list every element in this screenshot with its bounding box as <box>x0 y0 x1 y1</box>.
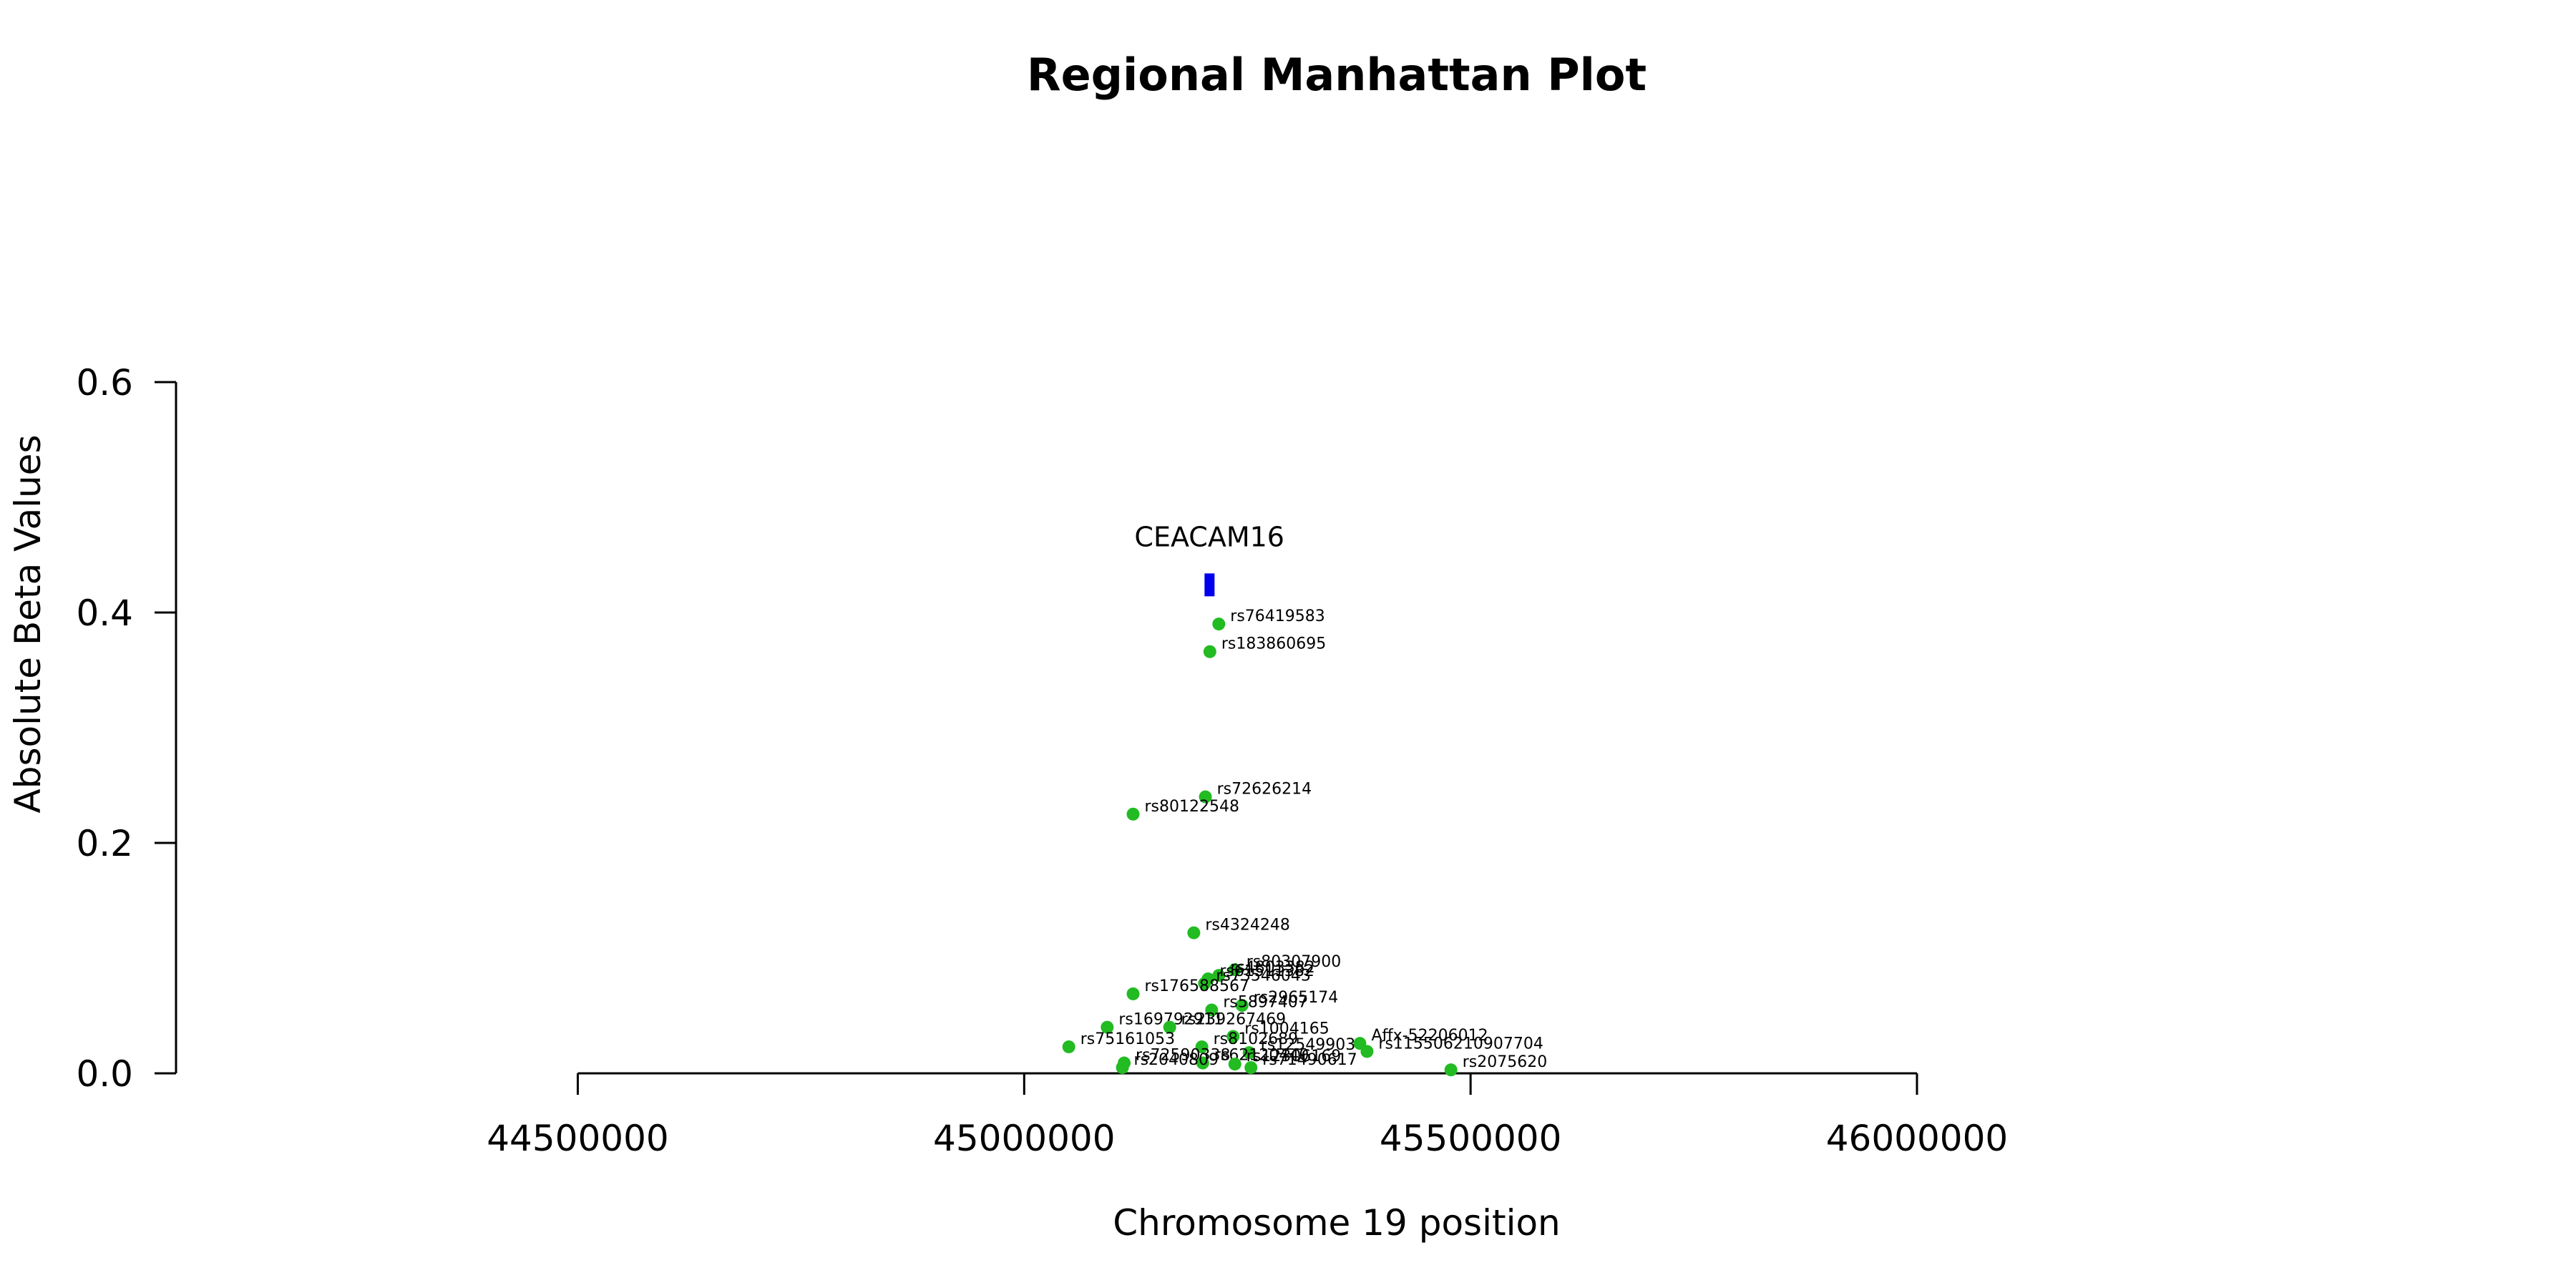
snp-label: rs8102689 <box>1214 1030 1299 1048</box>
x-tick-label: 44500000 <box>487 1118 669 1159</box>
snp-label: rs2040809 <box>1134 1051 1219 1069</box>
snp-point <box>1196 1056 1209 1070</box>
snp-label: rs239267469 <box>1181 1011 1286 1029</box>
snp-label: rs61511382 <box>1219 962 1314 980</box>
snp-label: rs5897407 <box>1223 993 1308 1011</box>
gene-track: CEACAM16 <box>1134 521 1284 597</box>
snp-point <box>1226 1030 1240 1043</box>
snp-point <box>1212 618 1226 631</box>
snp-label: rs73546043 <box>1216 967 1310 985</box>
y-tick-label: 0.6 <box>76 362 133 404</box>
snp-label: rs12549903 <box>1261 1036 1355 1054</box>
snp-label: rs80307900 <box>1246 953 1341 971</box>
snp-point <box>1198 977 1211 990</box>
snp-point <box>1126 807 1140 821</box>
snp-label: rs72626214 <box>1217 781 1312 799</box>
snp-point <box>1195 1040 1209 1053</box>
snp-point <box>1116 1060 1129 1074</box>
snp-label: rs176588567 <box>1145 977 1249 995</box>
y-tick-label: 0.0 <box>76 1053 133 1095</box>
snp-point <box>1228 963 1241 977</box>
snp-label: rs4803382 <box>1230 959 1315 977</box>
snp-label: rs2965174 <box>1254 989 1339 1007</box>
x-tick-label: 45500000 <box>1380 1118 1562 1159</box>
snp-point <box>1228 1058 1241 1071</box>
snp-point <box>1235 999 1249 1013</box>
gene-label: CEACAM16 <box>1134 521 1284 552</box>
snp-point <box>1444 1063 1458 1077</box>
snp-label: rs71490617 <box>1262 1051 1357 1069</box>
snp-point <box>1244 1060 1258 1074</box>
snp-point <box>1126 987 1140 1000</box>
snp-label: rs2075620 <box>1463 1053 1548 1071</box>
snp-point <box>1203 645 1216 658</box>
y-tick-label: 0.4 <box>76 592 133 634</box>
chart-title: Regional Manhattan Plot <box>1027 49 1646 101</box>
snp-label: rs1004165 <box>1244 1020 1330 1038</box>
y-axis: 0.0 0.2 0.4 0.6 <box>76 362 177 1095</box>
snp-point <box>1242 1046 1256 1060</box>
snp-label: rs4324248 <box>1205 917 1290 935</box>
snp-point <box>1062 1040 1075 1053</box>
snp-label: rs80122548 <box>1145 798 1239 816</box>
snp-label: rs75161053 <box>1080 1030 1175 1048</box>
snp-point <box>1205 1003 1219 1017</box>
snp-label: Affx-52206012 <box>1371 1027 1488 1045</box>
gene-bar <box>1204 573 1215 597</box>
y-axis-label: Absolute Beta Values <box>7 435 49 814</box>
snp-label: rs72590338 <box>1136 1047 1230 1065</box>
y-tick-label: 0.2 <box>76 823 133 864</box>
x-tick-label: 46000000 <box>1826 1118 2009 1159</box>
snp-label: rs183860695 <box>1221 635 1326 653</box>
snp-point <box>1199 790 1212 804</box>
snp-label: rs76419583 <box>1230 608 1324 625</box>
snp-point <box>1360 1045 1374 1058</box>
snp-label: rs115506210907704 <box>1378 1035 1543 1053</box>
snp-point <box>1163 1020 1176 1034</box>
snp-point <box>1101 1020 1114 1034</box>
snp-point <box>1212 969 1226 982</box>
x-axis-label: Chromosome 19 position <box>1113 1202 1561 1244</box>
snp-point <box>1187 926 1201 940</box>
x-axis: 44500000 45000000 45500000 46000000 <box>487 1072 2009 1159</box>
snp-label: rs12306169 <box>1246 1048 1341 1065</box>
snp-points: rs76419583 rs183860695 rs72626214rs8012254… <box>1062 608 1548 1077</box>
x-tick-label: 45000000 <box>933 1118 1116 1159</box>
